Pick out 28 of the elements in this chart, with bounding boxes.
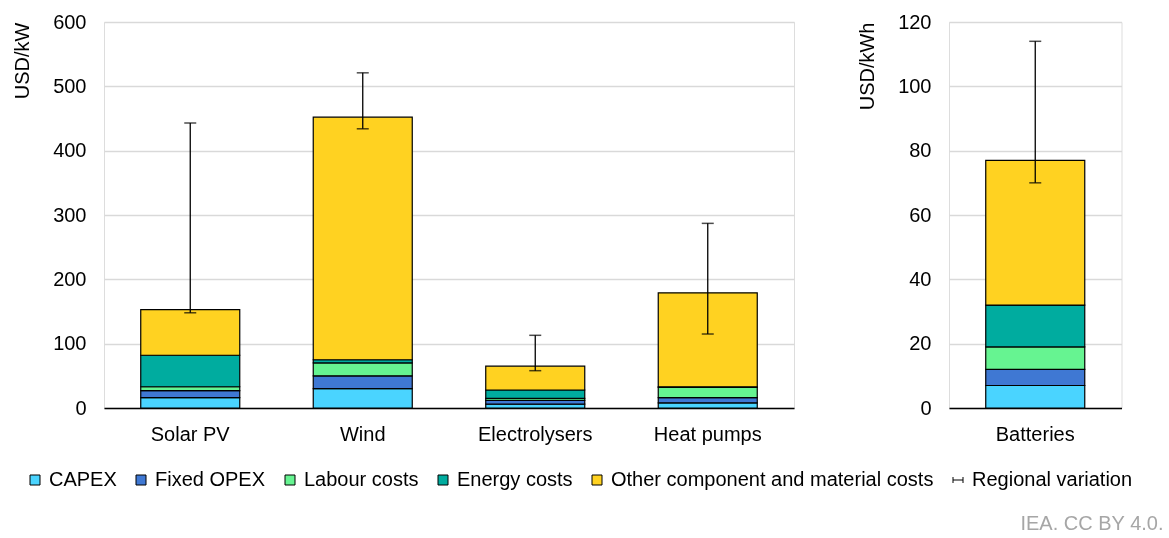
x-tick-label: Heat pumps [653, 422, 762, 445]
y-tick-label: 60 [909, 203, 932, 226]
y-tick-label: 600 [53, 10, 87, 33]
y-tick-label: 200 [53, 267, 87, 290]
y-tick-label: 300 [53, 203, 87, 226]
y-tick-label: 120 [898, 10, 932, 33]
y-tick-label: 400 [53, 139, 87, 162]
y-tick-label: 80 [909, 139, 932, 162]
y-tick-label: 0 [920, 396, 932, 419]
y-tick-label: 0 [75, 396, 87, 419]
x-tick-label: Wind [339, 422, 386, 445]
legend-label: Energy costs [457, 468, 573, 490]
x-tick-label: Batteries [995, 422, 1075, 445]
y-tick-label: 100 [898, 74, 932, 97]
y-axis-title: USD/kWh [856, 22, 879, 111]
text: IEA. CC BY 4.0. [1020, 512, 1164, 534]
legend-label: Other component and material costs [611, 468, 934, 490]
y-tick-label: 20 [909, 332, 932, 355]
y-axis-title: USD/kW [11, 22, 34, 100]
legend-label: Fixed OPEX [155, 468, 266, 490]
x-tick-label: Electrolysers [478, 422, 593, 445]
y-tick-label: 100 [53, 332, 87, 355]
x-tick-label: Solar PV [150, 422, 231, 445]
y-tick-label: 500 [53, 74, 87, 97]
legend-label: Labour costs [304, 468, 419, 490]
legend-label: Regional variation [972, 468, 1133, 490]
y-tick-label: 40 [909, 267, 932, 290]
legend-label: CAPEX [49, 468, 117, 490]
